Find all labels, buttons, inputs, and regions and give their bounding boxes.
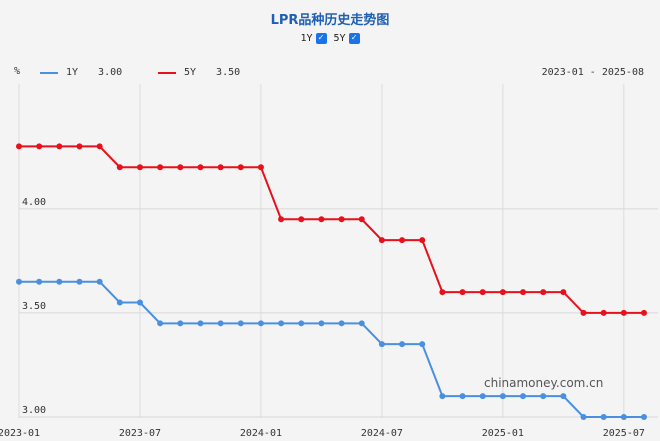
x-tick-label: 2025-07 bbox=[603, 428, 645, 439]
data-point-5y bbox=[419, 237, 426, 244]
data-point-5y bbox=[237, 164, 244, 171]
data-point-1y bbox=[560, 393, 567, 400]
data-point-5y bbox=[298, 216, 305, 223]
data-point-1y bbox=[298, 320, 305, 327]
data-point-5y bbox=[399, 237, 406, 244]
data-point-5y bbox=[560, 289, 567, 296]
data-point-5y bbox=[318, 216, 325, 223]
data-point-1y bbox=[116, 299, 123, 306]
legend-5y-value: 3.50 bbox=[216, 67, 241, 78]
data-point-5y bbox=[439, 289, 446, 296]
legend-5y-name: 5Y bbox=[184, 67, 197, 78]
data-point-1y bbox=[278, 320, 285, 327]
data-point-5y bbox=[520, 289, 527, 296]
data-point-5y bbox=[96, 143, 103, 150]
data-point-5y bbox=[177, 164, 184, 171]
data-point-5y bbox=[136, 164, 143, 171]
data-point-1y bbox=[56, 278, 63, 285]
y-axis-unit: % bbox=[14, 66, 21, 77]
x-tick-label: 2023-07 bbox=[119, 428, 161, 439]
legend-1y-line-icon bbox=[40, 71, 58, 74]
data-point-1y bbox=[358, 320, 365, 327]
data-point-5y bbox=[197, 164, 204, 171]
series-line-1y bbox=[19, 280, 644, 418]
data-point-1y bbox=[36, 278, 43, 285]
data-point-1y bbox=[318, 320, 325, 327]
data-point-5y bbox=[600, 309, 607, 316]
data-point-5y bbox=[157, 164, 164, 171]
data-point-1y bbox=[580, 413, 587, 420]
data-point-5y bbox=[641, 309, 647, 316]
data-point-1y bbox=[540, 393, 547, 400]
data-point-1y bbox=[197, 320, 204, 327]
data-point-1y bbox=[338, 320, 345, 327]
data-point-1y bbox=[620, 413, 627, 420]
data-point-5y bbox=[620, 309, 627, 316]
series-line-5y bbox=[19, 145, 644, 314]
data-point-5y bbox=[278, 216, 285, 223]
data-point-1y bbox=[439, 393, 446, 400]
data-point-1y bbox=[16, 278, 22, 285]
data-point-1y bbox=[177, 320, 184, 327]
x-tick-label: 2025-01 bbox=[482, 428, 524, 439]
x-tick-label: 2024-07 bbox=[361, 428, 403, 439]
y-tick-label: 3.50 bbox=[22, 301, 46, 312]
data-point-5y bbox=[56, 143, 63, 150]
data-point-1y bbox=[479, 393, 486, 400]
data-point-1y bbox=[76, 278, 83, 285]
data-point-5y bbox=[257, 164, 264, 171]
toggle-5y-label: 5Y bbox=[333, 33, 346, 44]
y-tick-label: 4.00 bbox=[22, 197, 46, 208]
data-point-5y bbox=[540, 289, 547, 296]
data-point-1y bbox=[237, 320, 244, 327]
data-point-5y bbox=[116, 164, 123, 171]
data-point-5y bbox=[459, 289, 466, 296]
legend-1y-name: 1Y bbox=[66, 67, 79, 78]
checkbox-1y-icon[interactable]: ✓ bbox=[315, 33, 327, 44]
series-toggles: 1Y ✓ 5Y ✓ bbox=[0, 33, 660, 44]
data-point-5y bbox=[499, 289, 506, 296]
data-point-5y bbox=[479, 289, 486, 296]
data-point-1y bbox=[600, 413, 607, 420]
data-point-1y bbox=[641, 413, 647, 420]
y-tick-label: 3.00 bbox=[22, 405, 46, 416]
watermark: chinamoney.com.cn bbox=[484, 376, 604, 390]
data-point-5y bbox=[76, 143, 83, 150]
data-point-5y bbox=[358, 216, 365, 223]
toggle-1y[interactable]: 1Y ✓ bbox=[300, 33, 327, 44]
legend-item-5y[interactable]: 5Y 3.50 bbox=[158, 67, 240, 78]
data-point-1y bbox=[419, 341, 426, 348]
data-point-5y bbox=[217, 164, 224, 171]
data-point-1y bbox=[136, 299, 143, 306]
data-point-1y bbox=[499, 393, 506, 400]
toggle-5y[interactable]: 5Y ✓ bbox=[334, 33, 360, 44]
chart-title: LPR品种历史走势图 bbox=[270, 13, 390, 28]
data-point-1y bbox=[378, 341, 385, 348]
legend-item-1y[interactable]: 1Y 3.00 bbox=[40, 67, 122, 78]
data-point-1y bbox=[459, 393, 466, 400]
data-point-1y bbox=[157, 320, 164, 327]
data-point-5y bbox=[16, 143, 22, 150]
legend-5y-line-icon bbox=[158, 71, 176, 74]
data-point-1y bbox=[257, 320, 264, 327]
date-range: 2023-01 - 2025-08 bbox=[541, 67, 644, 78]
toggle-1y-label: 1Y bbox=[300, 33, 313, 44]
checkbox-5y-icon[interactable]: ✓ bbox=[348, 33, 360, 44]
data-point-5y bbox=[580, 309, 587, 316]
data-point-1y bbox=[520, 393, 527, 400]
data-point-5y bbox=[378, 237, 385, 244]
data-point-1y bbox=[217, 320, 224, 327]
x-tick-label: 2024-01 bbox=[240, 428, 282, 439]
data-point-1y bbox=[399, 341, 406, 348]
data-point-1y bbox=[96, 278, 103, 285]
data-point-5y bbox=[338, 216, 345, 223]
x-tick-label: 2023-01 bbox=[0, 428, 40, 439]
legend-1y-value: 3.00 bbox=[98, 67, 123, 78]
data-point-5y bbox=[36, 143, 43, 150]
